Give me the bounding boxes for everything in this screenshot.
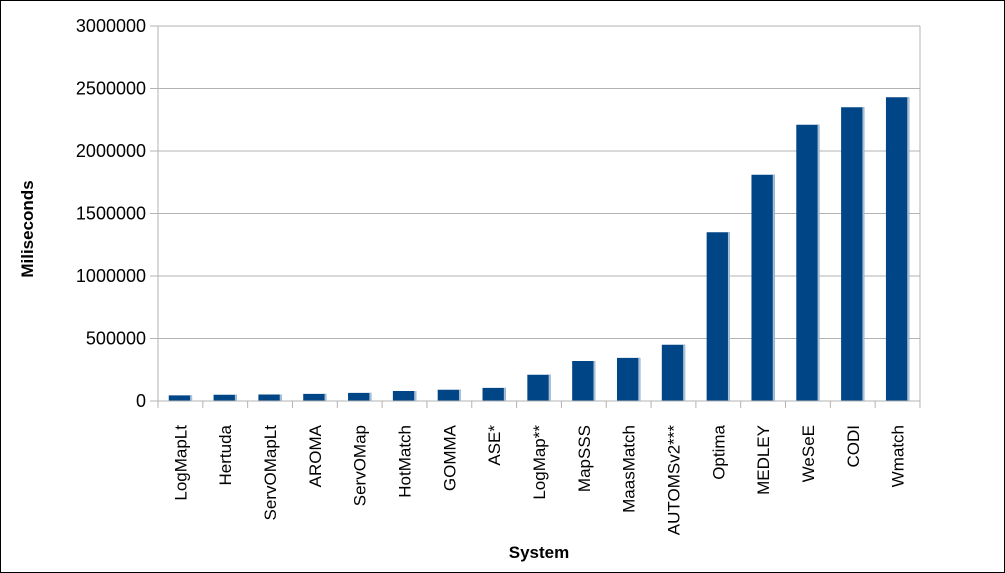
bar-highlight bbox=[279, 394, 282, 401]
bar bbox=[706, 232, 730, 401]
y-tick-label: 1000000 bbox=[76, 266, 146, 286]
x-tick-label: HotMatch bbox=[396, 425, 415, 498]
y-tick-label: 0 bbox=[136, 391, 146, 411]
x-tick-label: Wmatch bbox=[889, 425, 908, 487]
bar-highlight bbox=[817, 124, 820, 401]
bar bbox=[437, 389, 462, 401]
y-tick-label: 2000000 bbox=[76, 141, 146, 161]
y-axis-title: Miliseconds bbox=[18, 180, 37, 277]
x-tick-label: MaasMatch bbox=[620, 425, 639, 513]
bar bbox=[616, 357, 641, 401]
x-tick-label: ServOMapLt bbox=[261, 425, 280, 521]
axes bbox=[157, 26, 921, 408]
bar-highlight bbox=[234, 394, 237, 401]
x-tick-labels: LogMapLt Hertuda ServOMapLt AROMA ServOMap Ho… bbox=[171, 424, 907, 535]
bar-highlight bbox=[772, 174, 775, 401]
x-tick-label: GOMMA bbox=[440, 424, 459, 491]
x-axis-title: System bbox=[509, 543, 569, 562]
x-tick-label: LogMapLt bbox=[171, 425, 190, 501]
x-tick-label: ASE* bbox=[485, 425, 504, 466]
bar bbox=[168, 395, 193, 401]
y-tick-label: 1500000 bbox=[76, 204, 146, 224]
y-tick-label: 500000 bbox=[86, 329, 146, 349]
bar bbox=[303, 393, 327, 401]
bar-highlight bbox=[369, 392, 372, 401]
bar bbox=[527, 374, 551, 401]
y-tick-labels: 0 500000 1000000 1500000 2000000 2500000 30000… bbox=[76, 16, 146, 411]
bar bbox=[796, 124, 820, 401]
bars bbox=[168, 97, 910, 401]
bar-highlight bbox=[190, 395, 193, 401]
bar-highlight bbox=[907, 97, 910, 401]
bar-highlight bbox=[503, 387, 506, 401]
bar-highlight bbox=[638, 357, 641, 401]
bar bbox=[751, 174, 775, 401]
y-tick-label: 2500000 bbox=[76, 79, 146, 99]
bar-highlight bbox=[459, 389, 462, 401]
bar bbox=[661, 344, 686, 401]
bar bbox=[348, 392, 372, 401]
x-tick-label: LogMap** bbox=[530, 425, 549, 500]
bar-highlight bbox=[727, 232, 730, 401]
x-tick-label: MapSSS bbox=[575, 425, 594, 492]
bar-highlight bbox=[324, 393, 327, 401]
bar-highlight bbox=[683, 344, 686, 401]
bar bbox=[482, 387, 506, 401]
x-tick-label: CODI bbox=[844, 425, 863, 468]
bar bbox=[392, 391, 417, 401]
y-tick-label: 3000000 bbox=[76, 16, 146, 36]
bar-highlight bbox=[862, 107, 865, 401]
x-tick-label: Hertuda bbox=[216, 424, 235, 485]
x-tick-label: AROMA bbox=[306, 424, 325, 487]
bar bbox=[572, 361, 596, 401]
bar bbox=[841, 107, 865, 401]
bar bbox=[258, 394, 282, 401]
x-tick-label: WeSeE bbox=[799, 425, 818, 482]
gridlines bbox=[150, 25, 920, 402]
bar-highlight bbox=[414, 391, 417, 401]
bar bbox=[885, 97, 910, 401]
x-tick-label: AUTOMSv2*** bbox=[664, 425, 683, 536]
bar-highlight bbox=[593, 361, 596, 401]
bar-highlight bbox=[548, 374, 551, 401]
x-tick-label: ServOMap bbox=[351, 425, 370, 506]
x-tick-label: MEDLEY bbox=[754, 425, 773, 495]
bar bbox=[213, 394, 237, 401]
x-tick-label: Optima bbox=[709, 424, 728, 479]
